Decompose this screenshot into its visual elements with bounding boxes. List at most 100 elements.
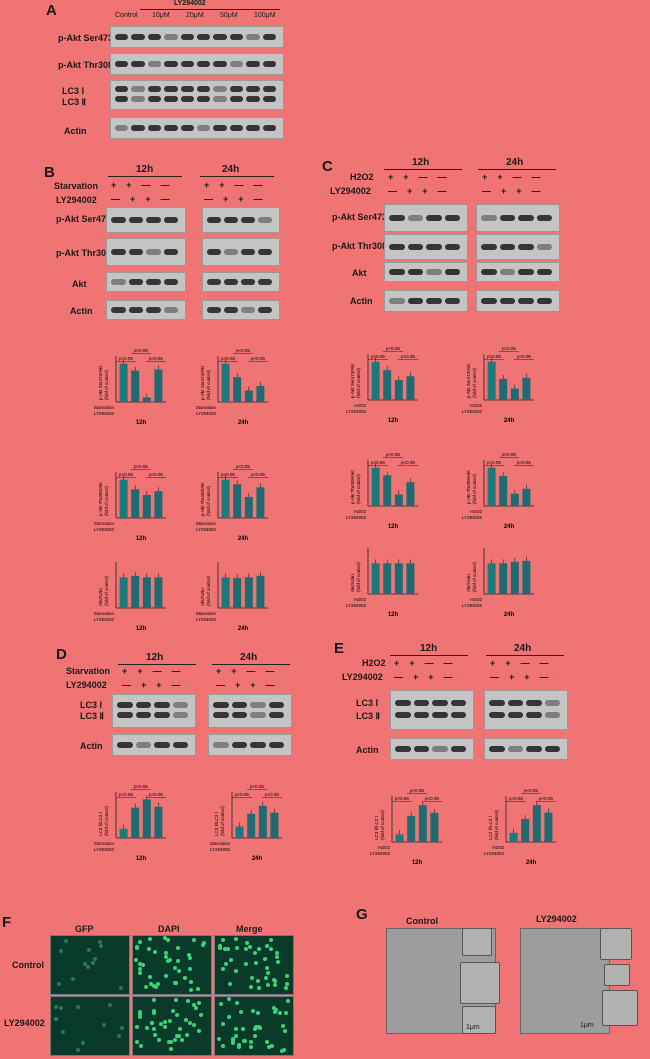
significance-label: p<0.05 [509, 796, 523, 801]
y-axis-sublabel: (fold of control) [206, 575, 211, 606]
nucleus-dot [175, 946, 180, 951]
blot-band [154, 712, 170, 719]
chart-time-label: 12h [136, 626, 147, 632]
nucleus-dot [257, 1024, 262, 1029]
blot-band [536, 215, 552, 221]
panel-c-signs-ly-24: —++— [482, 186, 551, 196]
bar [395, 834, 404, 842]
blot-band [115, 95, 129, 102]
nucleus-dot [164, 973, 168, 978]
panel-b-signs-ly-12: —++— [111, 194, 180, 204]
blot-band [213, 34, 227, 40]
nucleus-dot [58, 1005, 63, 1010]
panel-d-blot-actin-24 [208, 734, 292, 756]
blot-band [262, 95, 276, 102]
bar-chart-C-ser-24: p-Akt Ser473/Akt (fold of control)p<0.05p… [462, 346, 534, 424]
significance-label: p<0.05 [134, 348, 148, 353]
blot-band [115, 34, 129, 40]
blot-band [197, 34, 211, 40]
blot-band [146, 307, 161, 313]
y-axis-label: p-Akt Ser473/Akt [200, 365, 205, 400]
nucleus-dot [284, 973, 289, 978]
nucleus-dot [228, 981, 233, 986]
panel-c-blot-actin-24 [476, 290, 560, 312]
nucleus-dot [272, 977, 277, 982]
nucleus-dot [169, 1047, 174, 1052]
bar [221, 479, 230, 518]
significance-label: p<0.05 [265, 792, 279, 797]
nucleus-dot [164, 951, 169, 956]
panel-e-blot-lc3-24 [484, 690, 568, 730]
blot-band [147, 34, 162, 40]
nucleus-dot [219, 1001, 224, 1006]
blot-band [128, 249, 143, 255]
panel-e-time-24: 24h [514, 643, 532, 654]
blot-band [207, 249, 221, 255]
nucleus-dot [197, 1000, 202, 1005]
blot-band [229, 34, 244, 40]
significance-label: p<0.05 [119, 356, 133, 361]
nucleus-dot [158, 1021, 163, 1026]
significance-label: p<0.05 [251, 356, 265, 361]
micrograph-gfp-ly [50, 996, 130, 1056]
nucleus-dot [162, 936, 167, 941]
blot-band [526, 712, 542, 719]
blot-band [426, 298, 442, 304]
blot-band [146, 279, 161, 285]
panel-b-row-actin: Actin [70, 306, 93, 316]
nucleus-dot [164, 955, 169, 960]
panel-c-blot-thr-12 [384, 234, 468, 260]
blot-band [444, 269, 460, 275]
y-axis-label: p-Akt Thr308/Akt [98, 482, 103, 516]
blot-band [518, 298, 534, 304]
y-axis-sublabel: (fold of control) [104, 575, 109, 606]
panel-c-blot-thr-24 [476, 234, 560, 260]
em-inset-ly-2 [604, 964, 630, 986]
bar-chart-D-12: LC3 Ⅱ/LC3 Ⅰ (fold of control)p<0.05p<0.05… [94, 784, 166, 862]
panel-f-letter: F [2, 914, 12, 931]
blot-band [180, 34, 194, 40]
bar [131, 370, 140, 402]
treatment-row-label: H2O2 [354, 403, 366, 408]
blot-band [111, 217, 126, 223]
panel-a-row-actin: Actin [64, 126, 87, 136]
bar [532, 805, 541, 842]
nucleus-dot [235, 945, 240, 950]
blot-band [111, 279, 126, 285]
y-axis-sublabel: (fold of control) [206, 369, 211, 400]
bar [418, 805, 427, 842]
nucleus-dot [152, 997, 157, 1002]
blot-band [197, 61, 211, 67]
nucleus-dot [272, 1009, 277, 1014]
panel-e-signs-12: ++—— [394, 658, 463, 668]
panel-c-blot-actin-12 [384, 290, 468, 312]
nucleus-dot [156, 982, 161, 987]
blot-band [499, 244, 515, 250]
treatment-row-label: H2O2 [470, 597, 482, 602]
blot-band [229, 125, 244, 131]
blot-band [135, 742, 151, 748]
nucleus-dot [80, 1040, 85, 1045]
blot-band [131, 34, 145, 40]
em-image-ly [520, 928, 610, 1034]
blot-band [229, 61, 244, 67]
chart-time-label: 24h [504, 524, 515, 530]
nucleus-dot [217, 1037, 222, 1042]
blot-band [213, 701, 229, 708]
y-axis-label: LC3 Ⅱ/LC3 Ⅰ [488, 816, 493, 840]
treatment-row-label: H2O2 [354, 597, 366, 602]
significance-label: p<0.05 [119, 792, 133, 797]
blot-band [213, 86, 227, 93]
panel-b-blot-actin-12 [106, 300, 186, 320]
bar-chart-C-thr-24: p-Akt Thr308/Akt (fold of control)p<0.05p… [462, 452, 534, 530]
panel-a-row-lc3-1: LC3 Ⅰ [62, 86, 85, 96]
panel-e-time-12: 12h [420, 643, 438, 654]
blot-band [241, 249, 255, 255]
nucleus-dot [195, 987, 200, 992]
nucleus-dot [284, 986, 289, 991]
significance-label: p<0.05 [221, 356, 235, 361]
y-axis-sublabel: (fold of control) [472, 561, 477, 592]
blot-band [147, 125, 162, 131]
significance-label: p<0.05 [386, 346, 400, 351]
bar [244, 577, 253, 608]
